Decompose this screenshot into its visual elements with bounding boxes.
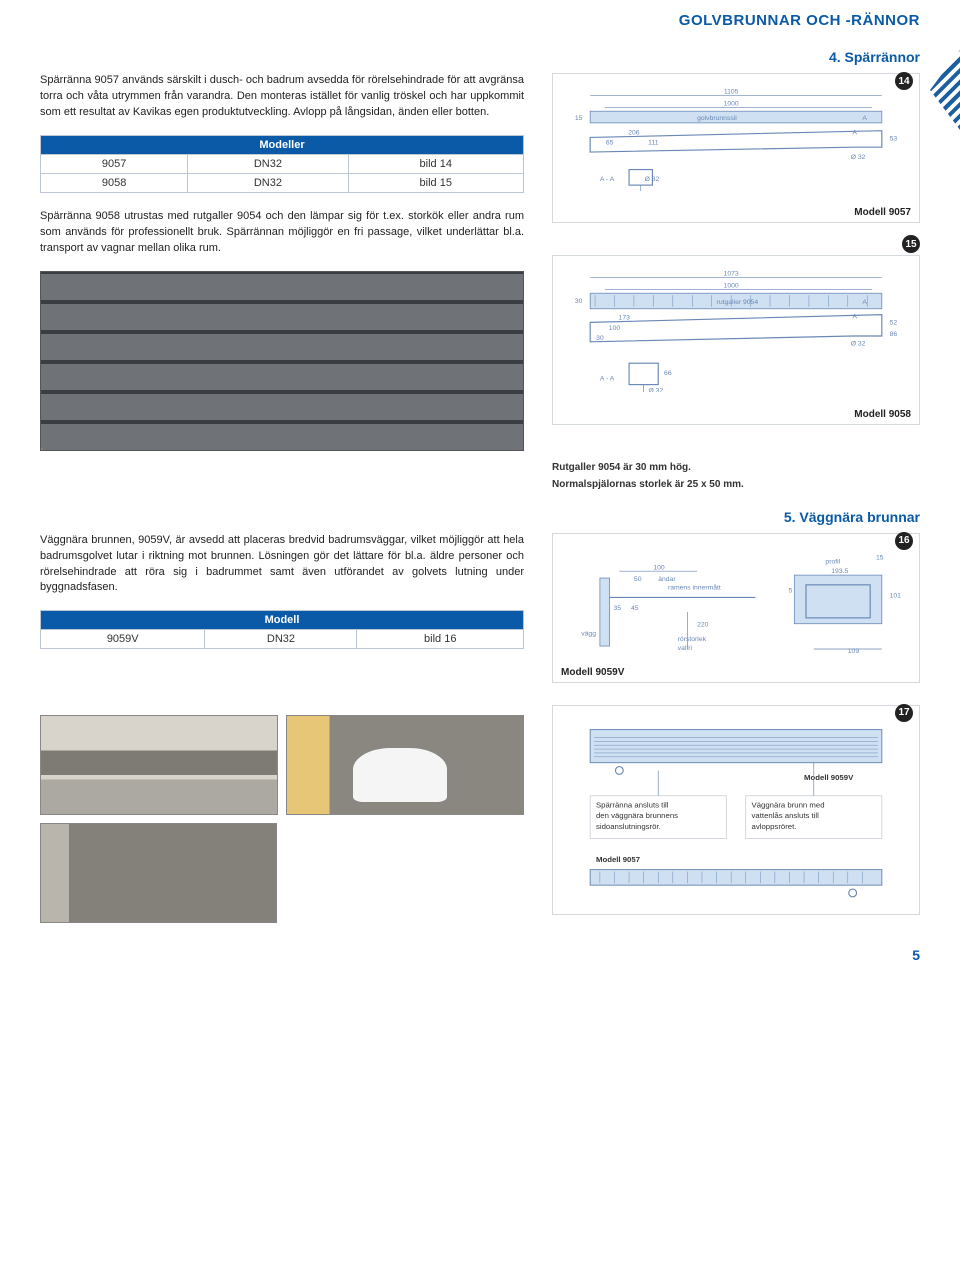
svg-text:65: 65 <box>606 139 614 146</box>
table-row: 9058 DN32 bild 15 <box>41 173 524 192</box>
svg-text:Ø 32: Ø 32 <box>851 341 866 348</box>
svg-text:101: 101 <box>890 592 902 599</box>
svg-text:111: 111 <box>648 139 659 146</box>
section5-title: 5. Väggnära brunnar <box>40 509 920 525</box>
svg-text:53: 53 <box>890 135 898 142</box>
badge-14: 14 <box>895 72 913 90</box>
diagram-15: 1073 1000 30 rutgaller 9054 A 52 86 <box>552 255 920 425</box>
page-number: 5 <box>40 947 920 963</box>
svg-text:Ø 32: Ø 32 <box>649 387 664 392</box>
grate-photo <box>40 271 524 451</box>
diagram-16-label: Modell 9059V <box>561 667 624 678</box>
models-table-1-header: Modeller <box>41 135 524 154</box>
svg-text:52: 52 <box>890 319 898 326</box>
section4-para2: Spärränna 9058 utrustas med rutgaller 90… <box>40 209 524 257</box>
svg-text:100: 100 <box>653 564 665 571</box>
svg-text:A: A <box>862 299 867 306</box>
svg-text:sidoanslutningsrör.: sidoanslutningsrör. <box>596 821 661 830</box>
svg-text:86: 86 <box>890 331 898 338</box>
badge-16: 16 <box>895 532 913 550</box>
section4-para1: Spärränna 9057 används särskilt i dusch-… <box>40 73 524 121</box>
svg-text:Ø 32: Ø 32 <box>851 154 866 161</box>
note-line1: Rutgaller 9054 är 30 mm hög. <box>552 461 920 474</box>
svg-text:Spärränna ansluts till: Spärränna ansluts till <box>596 800 669 809</box>
svg-text:Ø 32: Ø 32 <box>645 176 660 183</box>
svg-text:173: 173 <box>619 314 631 321</box>
bathroom-photo-1 <box>40 715 278 815</box>
decorative-stripes <box>930 50 960 130</box>
svg-text:A: A <box>852 313 857 320</box>
models-table-2-header: Modell <box>41 611 524 630</box>
svg-text:A: A <box>852 130 857 137</box>
svg-text:Väggnära brunn med: Väggnära brunn med <box>752 800 825 809</box>
svg-text:valfri: valfri <box>678 645 693 652</box>
svg-text:5: 5 <box>789 587 793 594</box>
badge-17: 17 <box>895 704 913 722</box>
svg-text:1000: 1000 <box>724 100 739 107</box>
svg-text:50: 50 <box>634 576 642 583</box>
svg-text:100: 100 <box>609 325 621 332</box>
svg-text:30: 30 <box>575 298 583 305</box>
svg-text:A - A: A - A <box>600 376 615 383</box>
models-table-2: Modell 9059V DN32 bild 16 <box>40 610 524 649</box>
svg-text:A - A: A - A <box>600 176 615 183</box>
svg-text:1105: 1105 <box>724 89 739 96</box>
svg-text:30: 30 <box>596 335 604 342</box>
svg-text:1000: 1000 <box>724 282 739 289</box>
svg-text:rutgaller 9054: rutgaller 9054 <box>717 299 759 306</box>
svg-text:66: 66 <box>664 370 672 377</box>
svg-text:vägg: vägg <box>581 630 596 637</box>
diagram-17: 17 Modell 9059V Spärränna ansluts till d… <box>552 705 920 915</box>
svg-text:35: 35 <box>614 605 622 612</box>
section4-title: 4. Spärrännor <box>40 49 920 65</box>
svg-text:45: 45 <box>631 605 639 612</box>
models-table-1: Modeller 9057 DN32 bild 14 9058 DN32 bil… <box>40 135 524 193</box>
svg-text:A: A <box>862 115 867 122</box>
page-header: GOLVBRUNNAR OCH -RÄNNOR <box>679 12 920 29</box>
svg-text:avloppsröret.: avloppsröret. <box>752 821 797 830</box>
section5-para1: Väggnära brunnen, 9059V, är avsedd att p… <box>40 533 524 597</box>
svg-text:profil: profil <box>825 558 840 565</box>
diagram-16: 16 vägg 100 50 ändar ramens innermått 35… <box>552 533 920 683</box>
svg-text:ändar: ändar <box>658 576 676 583</box>
bathroom-photo-3 <box>40 823 277 923</box>
note-line2: Normalspjälornas storlek är 25 x 50 mm. <box>552 478 920 491</box>
table-row: 9059V DN32 bild 16 <box>41 630 524 649</box>
diagram-14: 14 1105 1000 15 golvbrunnssil A 53 206 6… <box>552 73 920 223</box>
svg-text:den väggnära brunnens: den väggnära brunnens <box>596 811 678 820</box>
badge-15: 15 <box>902 235 920 253</box>
svg-text:Modell 9059V: Modell 9059V <box>804 773 854 782</box>
svg-text:vattenlås ansluts till: vattenlås ansluts till <box>752 811 820 820</box>
svg-text:rörstorlek: rörstorlek <box>678 636 707 643</box>
svg-text:1073: 1073 <box>724 271 739 278</box>
svg-text:ramens innermått: ramens innermått <box>668 583 721 591</box>
svg-text:Modell 9057: Modell 9057 <box>596 854 640 863</box>
svg-text:15: 15 <box>575 115 583 122</box>
diagram-14-label: Modell 9057 <box>854 207 911 218</box>
bathroom-photo-2 <box>286 715 524 815</box>
svg-text:golvbrunnssil: golvbrunnssil <box>697 115 737 122</box>
table-row: 9057 DN32 bild 14 <box>41 154 524 173</box>
svg-text:193.5: 193.5 <box>831 568 848 575</box>
svg-text:220: 220 <box>697 621 709 628</box>
diagram-15-label: Modell 9058 <box>854 409 911 420</box>
svg-text:15: 15 <box>876 554 884 561</box>
svg-text:206: 206 <box>628 130 640 137</box>
